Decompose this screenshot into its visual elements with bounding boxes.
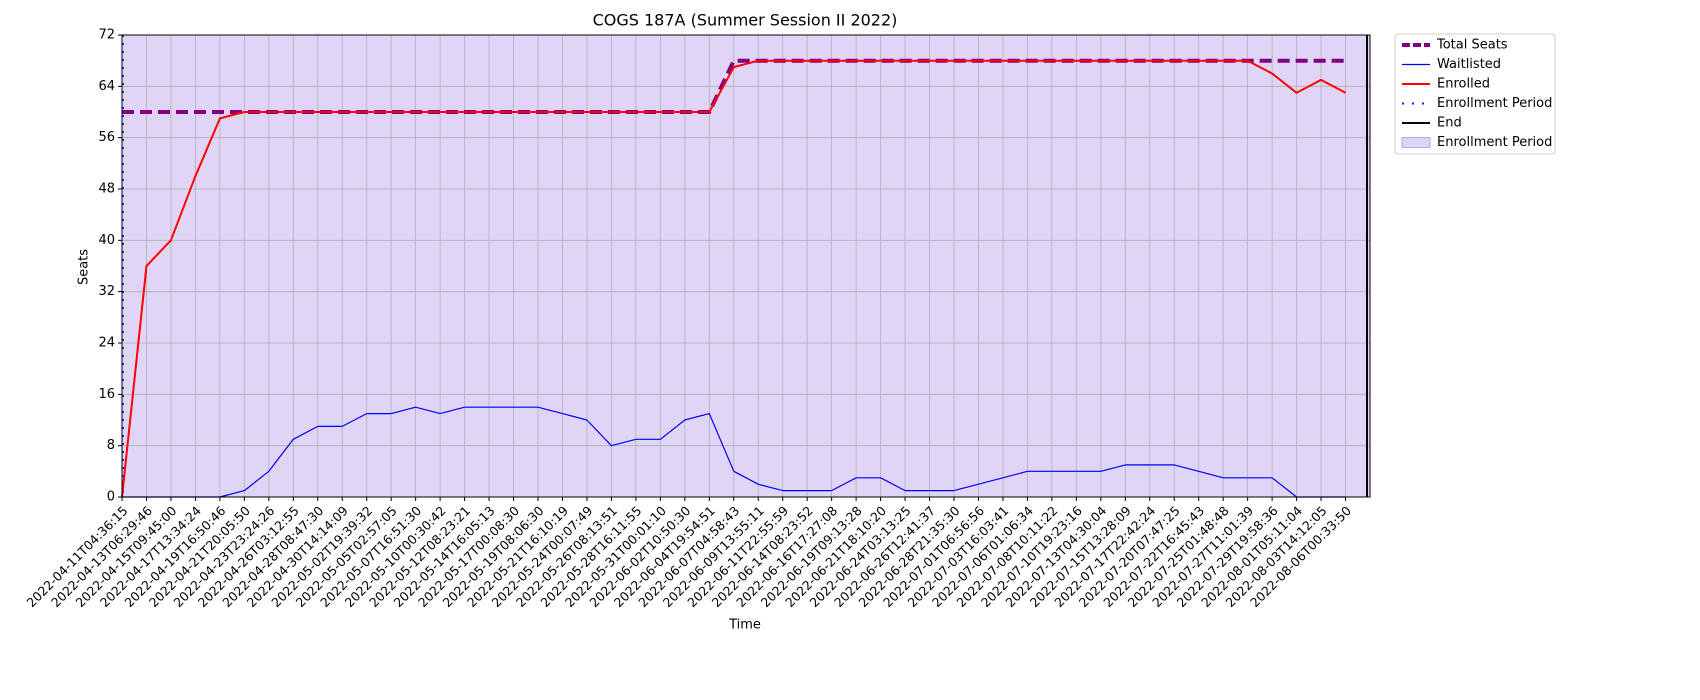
x-axis-label: Time bbox=[728, 618, 761, 633]
legend: Total Seats Waitlisted Enrolled Enrollment … bbox=[1394, 33, 1556, 155]
y-tick-label: 56 bbox=[98, 130, 115, 145]
legend-label: Enrollment Period bbox=[1437, 135, 1552, 150]
y-tick-label: 48 bbox=[98, 182, 115, 197]
plot-frame bbox=[121, 34, 1371, 498]
series-line bbox=[121, 59, 1346, 498]
legend-swatch bbox=[1401, 137, 1431, 148]
legend-label: Total Seats bbox=[1436, 38, 1508, 53]
legend-label: End bbox=[1437, 116, 1462, 131]
legend-label: Enrollment Period bbox=[1437, 96, 1552, 111]
y-tick-label: 16 bbox=[98, 387, 115, 402]
y-tick-label: 24 bbox=[98, 336, 115, 351]
y-tick-label: 8 bbox=[107, 438, 115, 453]
y-tick-label: 64 bbox=[98, 79, 115, 94]
legend-label: Enrolled bbox=[1437, 77, 1490, 92]
legend-box bbox=[1394, 33, 1556, 155]
y-tick-label: 0 bbox=[107, 490, 115, 505]
y-axis-label: Seats bbox=[77, 249, 92, 285]
legend-label: Waitlisted bbox=[1437, 57, 1501, 72]
chart-title: COGS 187A (Summer Session II 2022) bbox=[593, 11, 898, 30]
y-tick-label: 72 bbox=[98, 28, 115, 43]
y-tick-label: 40 bbox=[98, 233, 115, 248]
series-line bbox=[122, 406, 1346, 498]
plot-background bbox=[122, 35, 1370, 497]
y-tick-label: 32 bbox=[98, 284, 115, 299]
